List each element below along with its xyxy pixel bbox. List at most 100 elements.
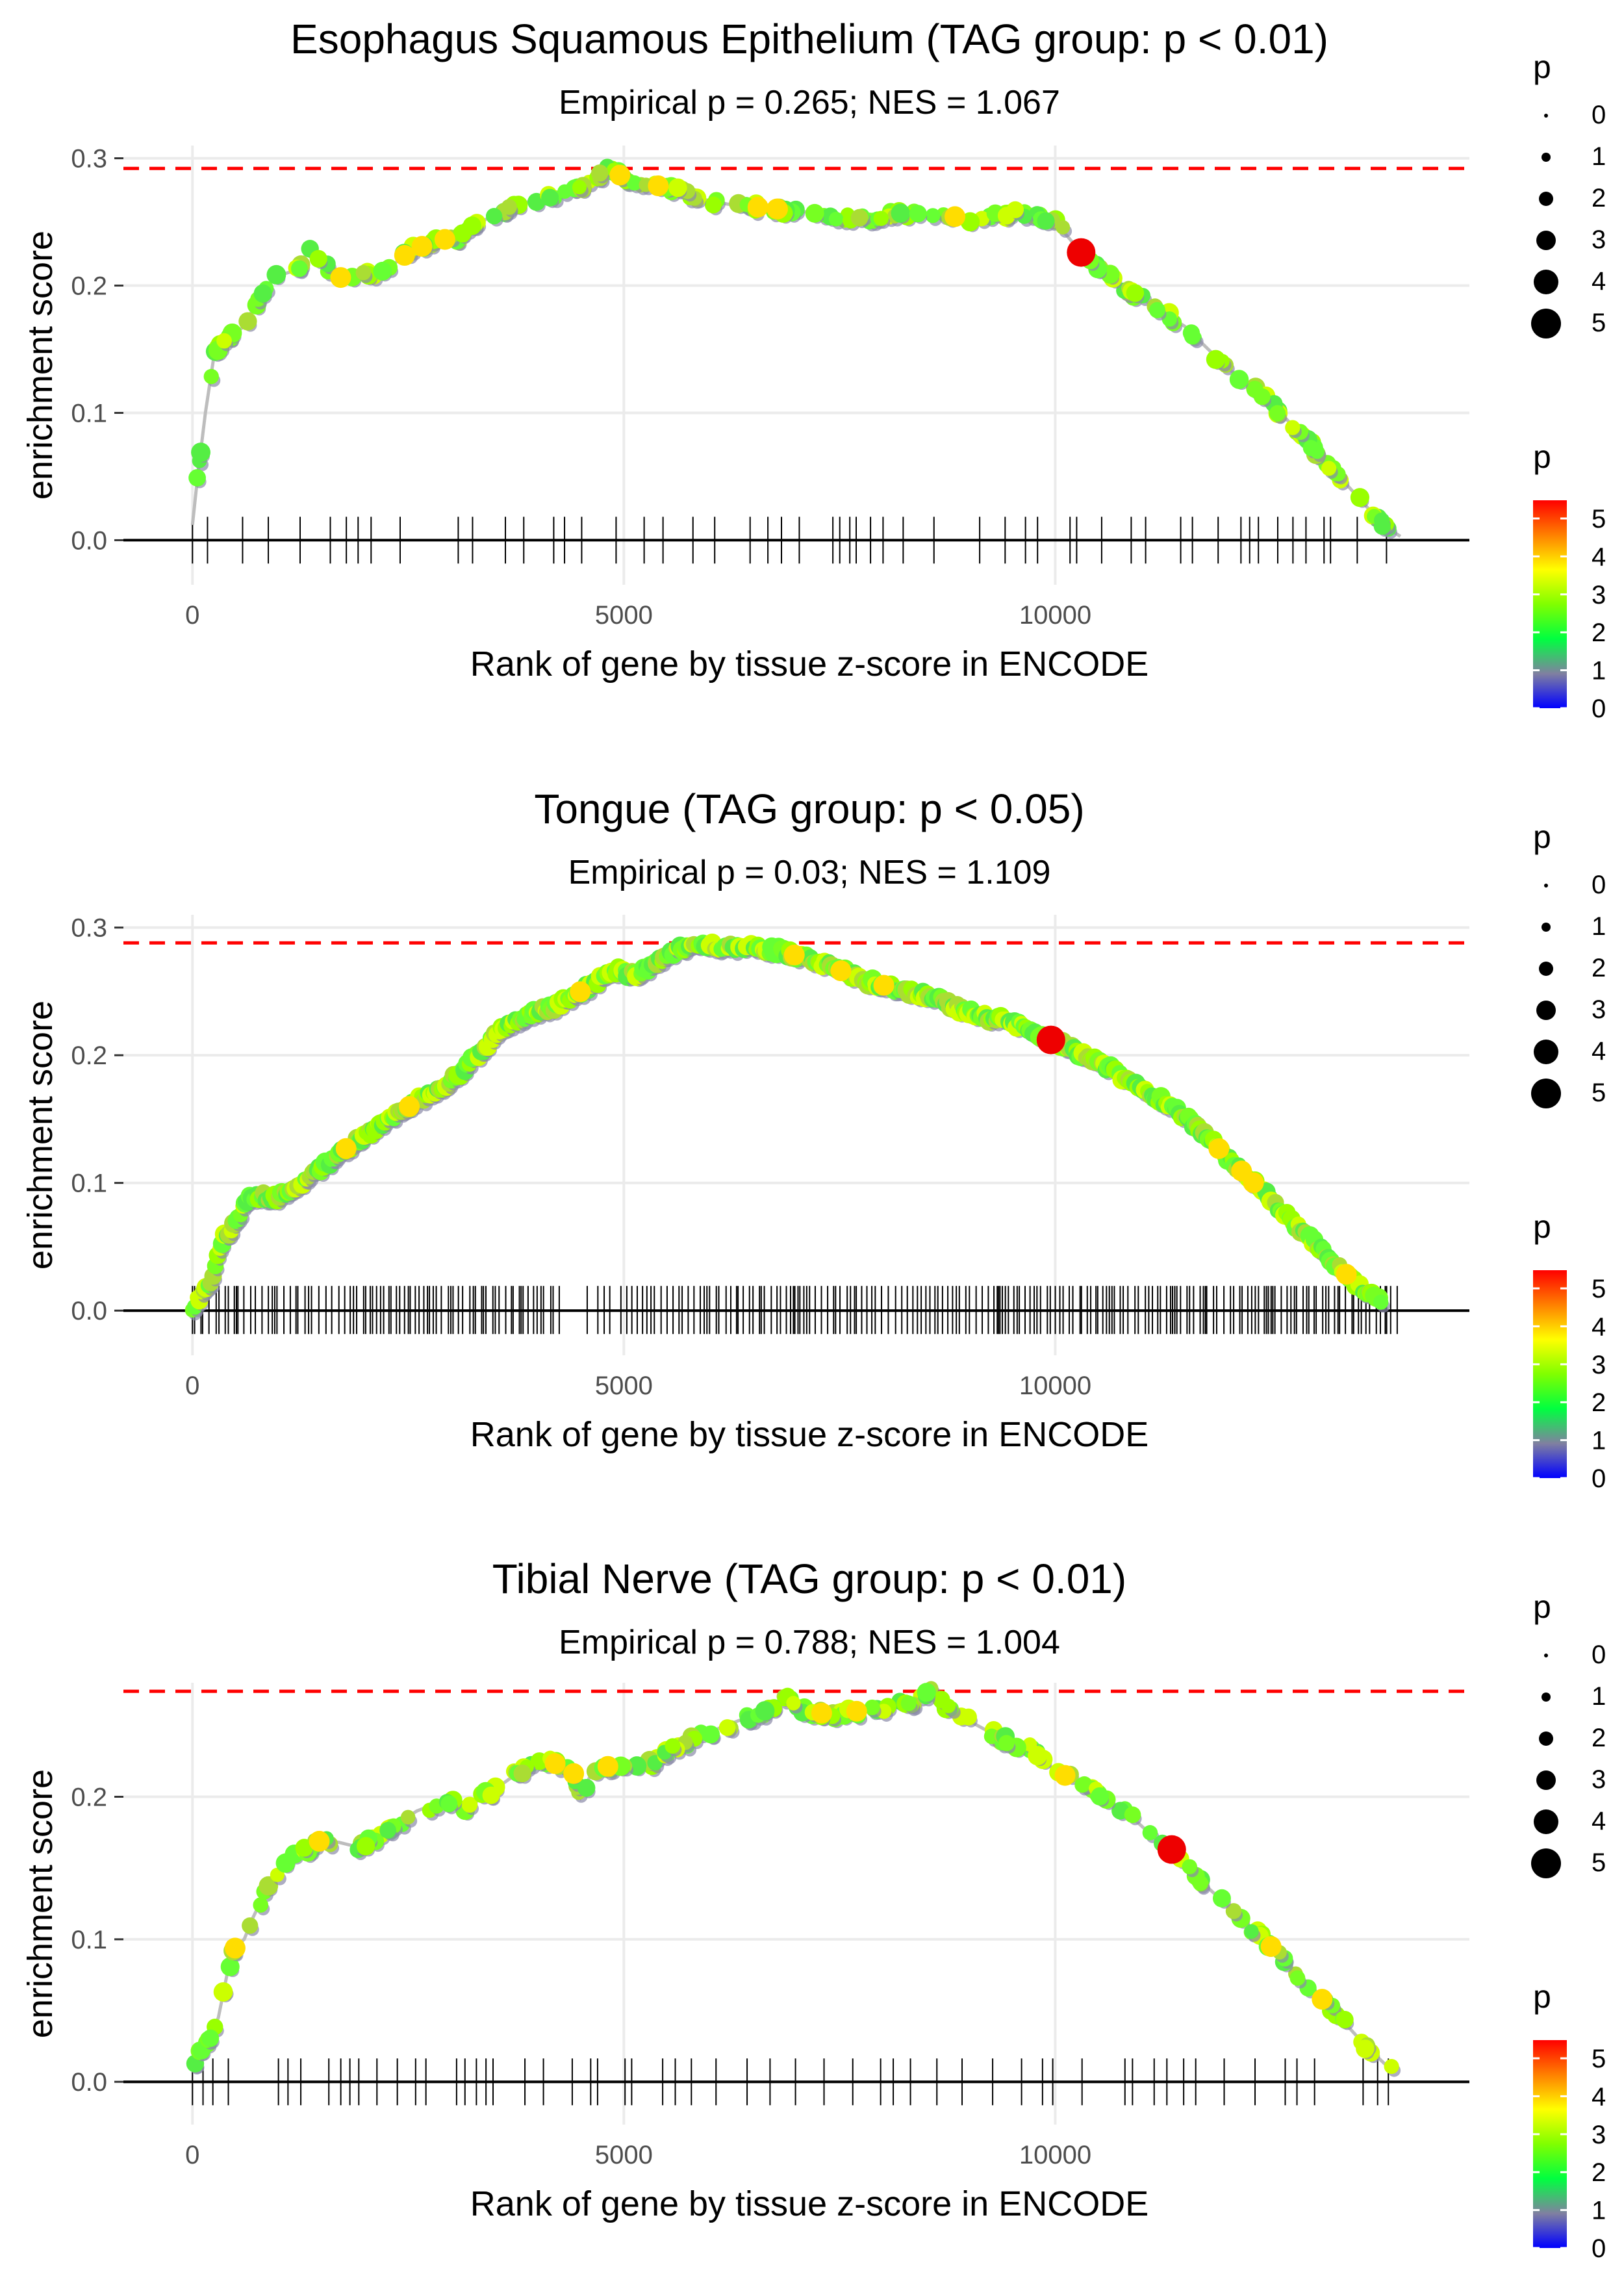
data-point xyxy=(828,211,844,227)
data-point xyxy=(203,368,220,385)
data-point xyxy=(291,260,308,277)
size-legend-dot xyxy=(1534,1040,1558,1064)
data-point-high xyxy=(1054,1765,1076,1786)
data-point-high xyxy=(945,206,966,227)
y-tick-label: 0.0 xyxy=(71,526,107,555)
size-legend-dot xyxy=(1534,270,1558,294)
chart-panel-1: Esophagus Squamous Epithelium (TAG group… xyxy=(21,16,1606,723)
chart-title: Tibial Nerve (TAG group: p < 0.01) xyxy=(492,1555,1126,1602)
size-legend-title: p xyxy=(1533,49,1551,85)
data-point xyxy=(188,469,206,487)
data-point xyxy=(266,264,286,285)
data-point xyxy=(900,1695,917,1711)
data-point xyxy=(1142,1825,1158,1841)
data-point-high xyxy=(570,981,591,1003)
size-legend-label: 1 xyxy=(1592,1682,1606,1711)
data-point xyxy=(998,1735,1015,1752)
y-tick-label: 0.0 xyxy=(71,1297,107,1325)
data-point xyxy=(216,333,232,349)
data-point-high xyxy=(1208,1138,1230,1159)
enrichment-curve xyxy=(191,1689,1393,2072)
x-tick-label: 5000 xyxy=(595,1372,653,1400)
data-point xyxy=(356,1837,375,1856)
data-point-high xyxy=(434,229,455,250)
color-legend-label: 5 xyxy=(1592,2045,1606,2073)
highlight-point xyxy=(1036,1025,1065,1054)
y-tick-label: 0.2 xyxy=(71,1041,107,1070)
data-point xyxy=(786,1696,801,1711)
x-tick-label: 5000 xyxy=(595,601,653,630)
data-point xyxy=(355,264,372,281)
x-tick-label: 0 xyxy=(185,601,199,630)
data-point xyxy=(259,1876,279,1896)
size-legend-label: 0 xyxy=(1592,101,1606,129)
data-point-high xyxy=(1260,1935,1282,1957)
chart-panel-3: Tibial Nerve (TAG group: p < 0.01) Empiri… xyxy=(21,1555,1606,2263)
data-point-high xyxy=(783,944,805,965)
size-legend-label: 3 xyxy=(1592,995,1606,1024)
y-axis-label: enrichment score xyxy=(21,231,60,500)
data-point xyxy=(513,1764,531,1783)
data-point xyxy=(482,1786,500,1804)
color-legend-label: 4 xyxy=(1592,1312,1606,1341)
data-point xyxy=(1037,212,1055,230)
data-point xyxy=(191,442,211,463)
highlight-point xyxy=(1067,238,1096,267)
data-point-high xyxy=(846,1700,867,1722)
color-legend-label: 1 xyxy=(1592,1427,1606,1455)
size-legend-label: 5 xyxy=(1592,1079,1606,1107)
color-legend-label: 5 xyxy=(1592,1275,1606,1303)
data-point xyxy=(917,1683,936,1702)
size-legend-dot xyxy=(1536,231,1556,250)
color-legend-label: 5 xyxy=(1592,505,1606,533)
data-point xyxy=(275,1853,296,1873)
data-point xyxy=(1373,1294,1389,1310)
color-legend-label: 4 xyxy=(1592,2082,1606,2111)
y-tick-label: 0.3 xyxy=(71,145,107,173)
data-point-high xyxy=(830,960,852,982)
y-tick-label: 0.1 xyxy=(71,1926,107,1954)
size-legend-dot xyxy=(1544,1654,1548,1657)
size-legend-dot xyxy=(1539,1731,1553,1746)
size-legend-dot xyxy=(1544,114,1548,118)
data-point-high xyxy=(1243,1172,1264,1194)
data-point xyxy=(1336,2011,1354,2028)
color-legend-label: 3 xyxy=(1592,2121,1606,2149)
data-point-high xyxy=(747,196,768,218)
data-point xyxy=(1285,420,1300,435)
size-legend-dot xyxy=(1534,1809,1558,1834)
data-point xyxy=(702,1725,720,1744)
size-legend-dot xyxy=(1536,1770,1556,1790)
color-legend-label: 0 xyxy=(1592,2234,1606,2263)
size-legend-dot xyxy=(1539,192,1553,206)
data-point-high xyxy=(544,1753,566,1774)
color-legend-title: p xyxy=(1533,439,1551,475)
data-point xyxy=(485,207,503,225)
size-legend-label: 5 xyxy=(1592,309,1606,337)
data-point xyxy=(1184,327,1201,345)
data-point xyxy=(501,199,517,215)
color-legend-title: p xyxy=(1533,1978,1551,2015)
size-legend-dot xyxy=(1542,923,1551,932)
data-point-high xyxy=(394,245,415,266)
chart-subtitle: Empirical p = 0.03; NES = 1.109 xyxy=(568,854,1051,891)
data-point xyxy=(440,1795,458,1813)
data-point-high xyxy=(411,236,433,257)
size-legend-dot xyxy=(1531,309,1561,339)
data-point-high xyxy=(648,175,669,197)
data-point-high xyxy=(309,1830,330,1852)
y-axis-label: enrichment score xyxy=(21,1001,60,1270)
data-point xyxy=(668,178,687,198)
color-legend-bar xyxy=(1533,500,1567,708)
data-point xyxy=(201,2029,220,2047)
color-legend-label: 2 xyxy=(1592,2158,1606,2187)
data-point-high xyxy=(1336,1264,1357,1285)
data-point xyxy=(213,1982,233,2002)
size-legend-label: 1 xyxy=(1592,912,1606,941)
data-point xyxy=(864,1699,880,1715)
data-point xyxy=(577,1779,596,1797)
data-point xyxy=(1212,1889,1231,1908)
color-legend-label: 2 xyxy=(1592,1388,1606,1417)
data-point xyxy=(1253,388,1271,405)
